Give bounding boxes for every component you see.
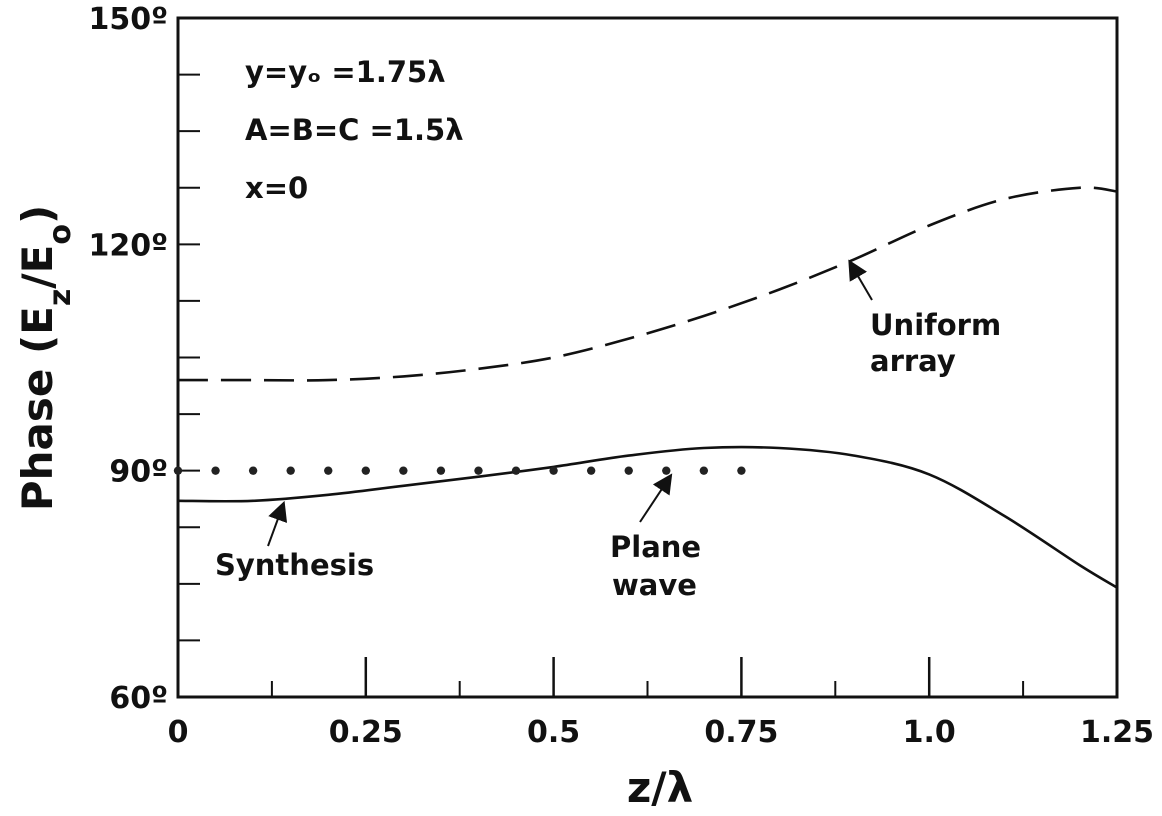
- plane-wave-point: [699, 466, 709, 475]
- x-tick-label: 1.0: [903, 715, 956, 750]
- plane-wave-point: [474, 466, 483, 475]
- y-axis-title-part: /E: [13, 245, 62, 289]
- x-tick-label: 0.25: [329, 715, 403, 750]
- annotation-label: array: [870, 344, 956, 378]
- x-tick-label: 0: [168, 715, 189, 750]
- plane-wave-point: [511, 466, 521, 475]
- plane-wave-point: [324, 466, 333, 475]
- annotation-label: Uniform: [870, 308, 1001, 342]
- x-tick-label: 0.75: [704, 715, 778, 750]
- y-tick-label: 120º: [88, 228, 168, 263]
- annotation-arrow: [848, 259, 873, 301]
- plane-wave-point: [173, 466, 183, 475]
- parameter-line-2: A=B=C =1.5λ: [245, 113, 464, 147]
- plane-wave-point: [211, 466, 220, 475]
- annotation-arrow: [639, 473, 673, 523]
- parameter-annotations: y=yₒ =1.75λ A=B=C =1.5λ x=0: [245, 55, 464, 205]
- y-axis-title-subscript: z: [43, 289, 78, 306]
- y-tick-label: 90º: [109, 455, 168, 490]
- plane-wave-point: [549, 466, 558, 475]
- y-axis-title-subscript: o: [43, 224, 78, 245]
- synthesis-line: [177, 445, 1118, 589]
- plane-wave-point: [624, 466, 633, 475]
- plane-wave-point: [399, 466, 408, 475]
- plane-wave-point: [361, 466, 370, 475]
- annotation-label: wave: [612, 568, 697, 602]
- y-axis-title-part: ): [13, 205, 62, 224]
- x-axis-title: z/λ: [627, 763, 693, 812]
- plane-wave-point: [286, 466, 295, 475]
- plane-wave-point: [248, 466, 258, 475]
- plane-wave-point: [586, 466, 596, 475]
- x-tick-label: 0.5: [527, 715, 580, 750]
- parameter-line-1: y=yₒ =1.75λ: [245, 55, 446, 89]
- plane-wave-point: [737, 466, 746, 475]
- annotation-arrow: [267, 500, 288, 547]
- y-tick-label: 150º: [88, 2, 168, 37]
- annotation-label: Synthesis: [215, 548, 374, 582]
- x-tick-label: 1.25: [1080, 715, 1154, 750]
- y-tick-label: 60º: [109, 681, 168, 716]
- y-axis-title: Phase (Ez/Eo): [13, 205, 78, 511]
- annotation-label: Plane: [610, 530, 701, 564]
- y-axis-title-part: Phase (E: [13, 306, 62, 511]
- plane-wave-point: [436, 466, 446, 475]
- uniform-array-line: [178, 186, 1118, 382]
- plane-wave-point: [662, 466, 671, 475]
- parameter-line-3: x=0: [245, 171, 308, 205]
